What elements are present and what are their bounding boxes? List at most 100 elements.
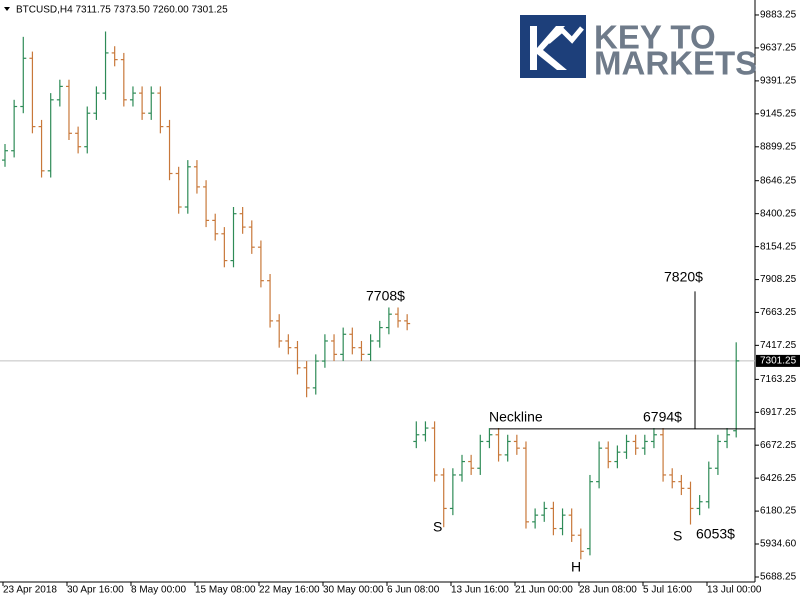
ohlc-bar: [431, 421, 438, 482]
x-tick-label: 15 May 08:00: [195, 585, 256, 596]
x-tick-label: 13 Jun 16:00: [451, 585, 509, 596]
y-tick-label: 5934.60: [760, 539, 797, 550]
y-tick-label: 9391.25: [760, 76, 797, 87]
ohlc-bar: [248, 220, 255, 254]
y-tick-label: 6672.25: [760, 440, 797, 451]
ohlc-bar: [632, 434, 639, 455]
ohlc-bar: [129, 86, 136, 107]
ohlc-bar: [486, 428, 493, 449]
x-tick-label: 28 Jun 08:00: [579, 585, 637, 596]
ohlc-bar: [175, 166, 182, 214]
ohlc-bar: [267, 273, 274, 328]
ohlc-bar: [148, 86, 155, 120]
ohlc-bar: [193, 160, 200, 194]
ohlc-bar: [550, 501, 557, 536]
x-tick-label: 6 Jun 08:00: [387, 585, 440, 596]
annotation: S: [673, 528, 682, 544]
y-tick-label: 7663.25: [760, 307, 797, 318]
ohlc-bar: [605, 441, 612, 469]
current-price-label: 7301.25: [760, 356, 797, 367]
ohlc-bar: [358, 340, 365, 362]
ohlc-bar: [294, 340, 301, 375]
ohlc-bar: [413, 421, 420, 449]
y-tick-label: 5688.25: [760, 572, 797, 583]
annotation: 6053$: [696, 526, 735, 542]
y-tick-label: 7163.25: [760, 374, 797, 385]
ohlc-bar: [221, 227, 228, 268]
ohlc-bar: [596, 441, 603, 489]
menu-arrow: [4, 7, 10, 11]
logo-check: [546, 26, 584, 44]
ohlc-bar: [276, 314, 283, 348]
ohlc-bar: [239, 206, 246, 234]
ohlc-bar: [203, 180, 210, 228]
logo: KEY TO MARKETS: [520, 15, 757, 82]
logo-box: [520, 15, 586, 78]
y-tick-label: 9145.25: [760, 108, 797, 119]
ohlc-bar: [541, 501, 548, 522]
annotation: 7820$: [664, 269, 703, 285]
y-tick-label: 7908.25: [760, 274, 797, 285]
ohlc-bar: [2, 144, 8, 167]
x-tick-label: 23 Apr 2018: [3, 585, 57, 596]
ohlc-bar: [367, 334, 374, 362]
y-tick-label: 8154.25: [760, 241, 797, 252]
ohlc-bar: [376, 320, 383, 348]
ohlc-bar: [449, 468, 456, 516]
chart-title: BTCUSD,H4 7311.75 7373.50 7260.00 7301.2…: [16, 5, 228, 16]
ohlc-bar: [56, 79, 63, 107]
annotation: H: [571, 559, 581, 575]
ohlc-bar: [84, 106, 91, 154]
y-tick-label: 7417.25: [760, 340, 797, 351]
ohlc-bar: [312, 354, 319, 395]
ohlc-bar: [212, 213, 219, 241]
x-tick-label: 30 Apr 16:00: [67, 585, 124, 596]
ohlc-bar: [522, 441, 529, 529]
annotation: Neckline: [489, 409, 543, 425]
ohlc-bar: [120, 52, 127, 107]
annotation: 7708$: [366, 288, 405, 304]
ohlc-bar: [705, 461, 712, 509]
ohlc-bar: [504, 434, 511, 462]
ohlc-bar: [669, 468, 676, 489]
ohlc-bar: [650, 428, 657, 449]
ohlc-bar: [477, 434, 484, 475]
ohlc-bar: [459, 454, 465, 482]
y-tick-label: 9637.25: [760, 43, 797, 54]
ohlc-bar: [29, 51, 36, 134]
ohlc-bar: [395, 307, 402, 328]
ohlc-bar: [678, 474, 685, 496]
ohlc-bar: [641, 434, 648, 455]
ohlc-bar: [11, 99, 18, 158]
ohlc-bar: [404, 314, 411, 331]
ohlc-bar: [349, 327, 356, 355]
ohlc-bar: [230, 206, 237, 268]
ohlc-bar: [586, 474, 593, 556]
y-tick-label: 8646.25: [760, 175, 797, 186]
ohlc-bar: [513, 434, 520, 455]
ohlc-bar: [733, 342, 740, 438]
y-tick-label: 6180.25: [760, 506, 797, 517]
ohlc-bar: [93, 86, 100, 120]
ohlc-bar: [321, 334, 328, 368]
y-tick-label: 6917.25: [760, 407, 797, 418]
y-tick-label: 8400.25: [760, 208, 797, 219]
ohlc-bar: [696, 495, 703, 516]
x-tick-label: 22 May 16:00: [259, 585, 320, 596]
ohlc-bar: [75, 126, 82, 154]
ohlc-bar: [111, 46, 118, 67]
ohlc-bar: [65, 79, 72, 141]
annotation: 6794$: [643, 409, 682, 425]
y-tick-label: 8899.25: [760, 141, 797, 152]
x-tick-label: 30 May 00:00: [323, 585, 384, 596]
ohlc-bar: [660, 428, 667, 482]
ohlc-bar: [532, 508, 539, 529]
ohlc-bar: [577, 528, 584, 560]
ohlc-bar: [285, 334, 292, 355]
x-tick-label: 5 Jul 16:00: [643, 585, 692, 596]
ohlc-bar: [303, 361, 310, 398]
ohlc-bar: [687, 481, 694, 525]
ohlc-bar: [559, 508, 566, 536]
ohlc-bar: [468, 454, 475, 475]
y-tick-label: 6426.25: [760, 473, 797, 484]
